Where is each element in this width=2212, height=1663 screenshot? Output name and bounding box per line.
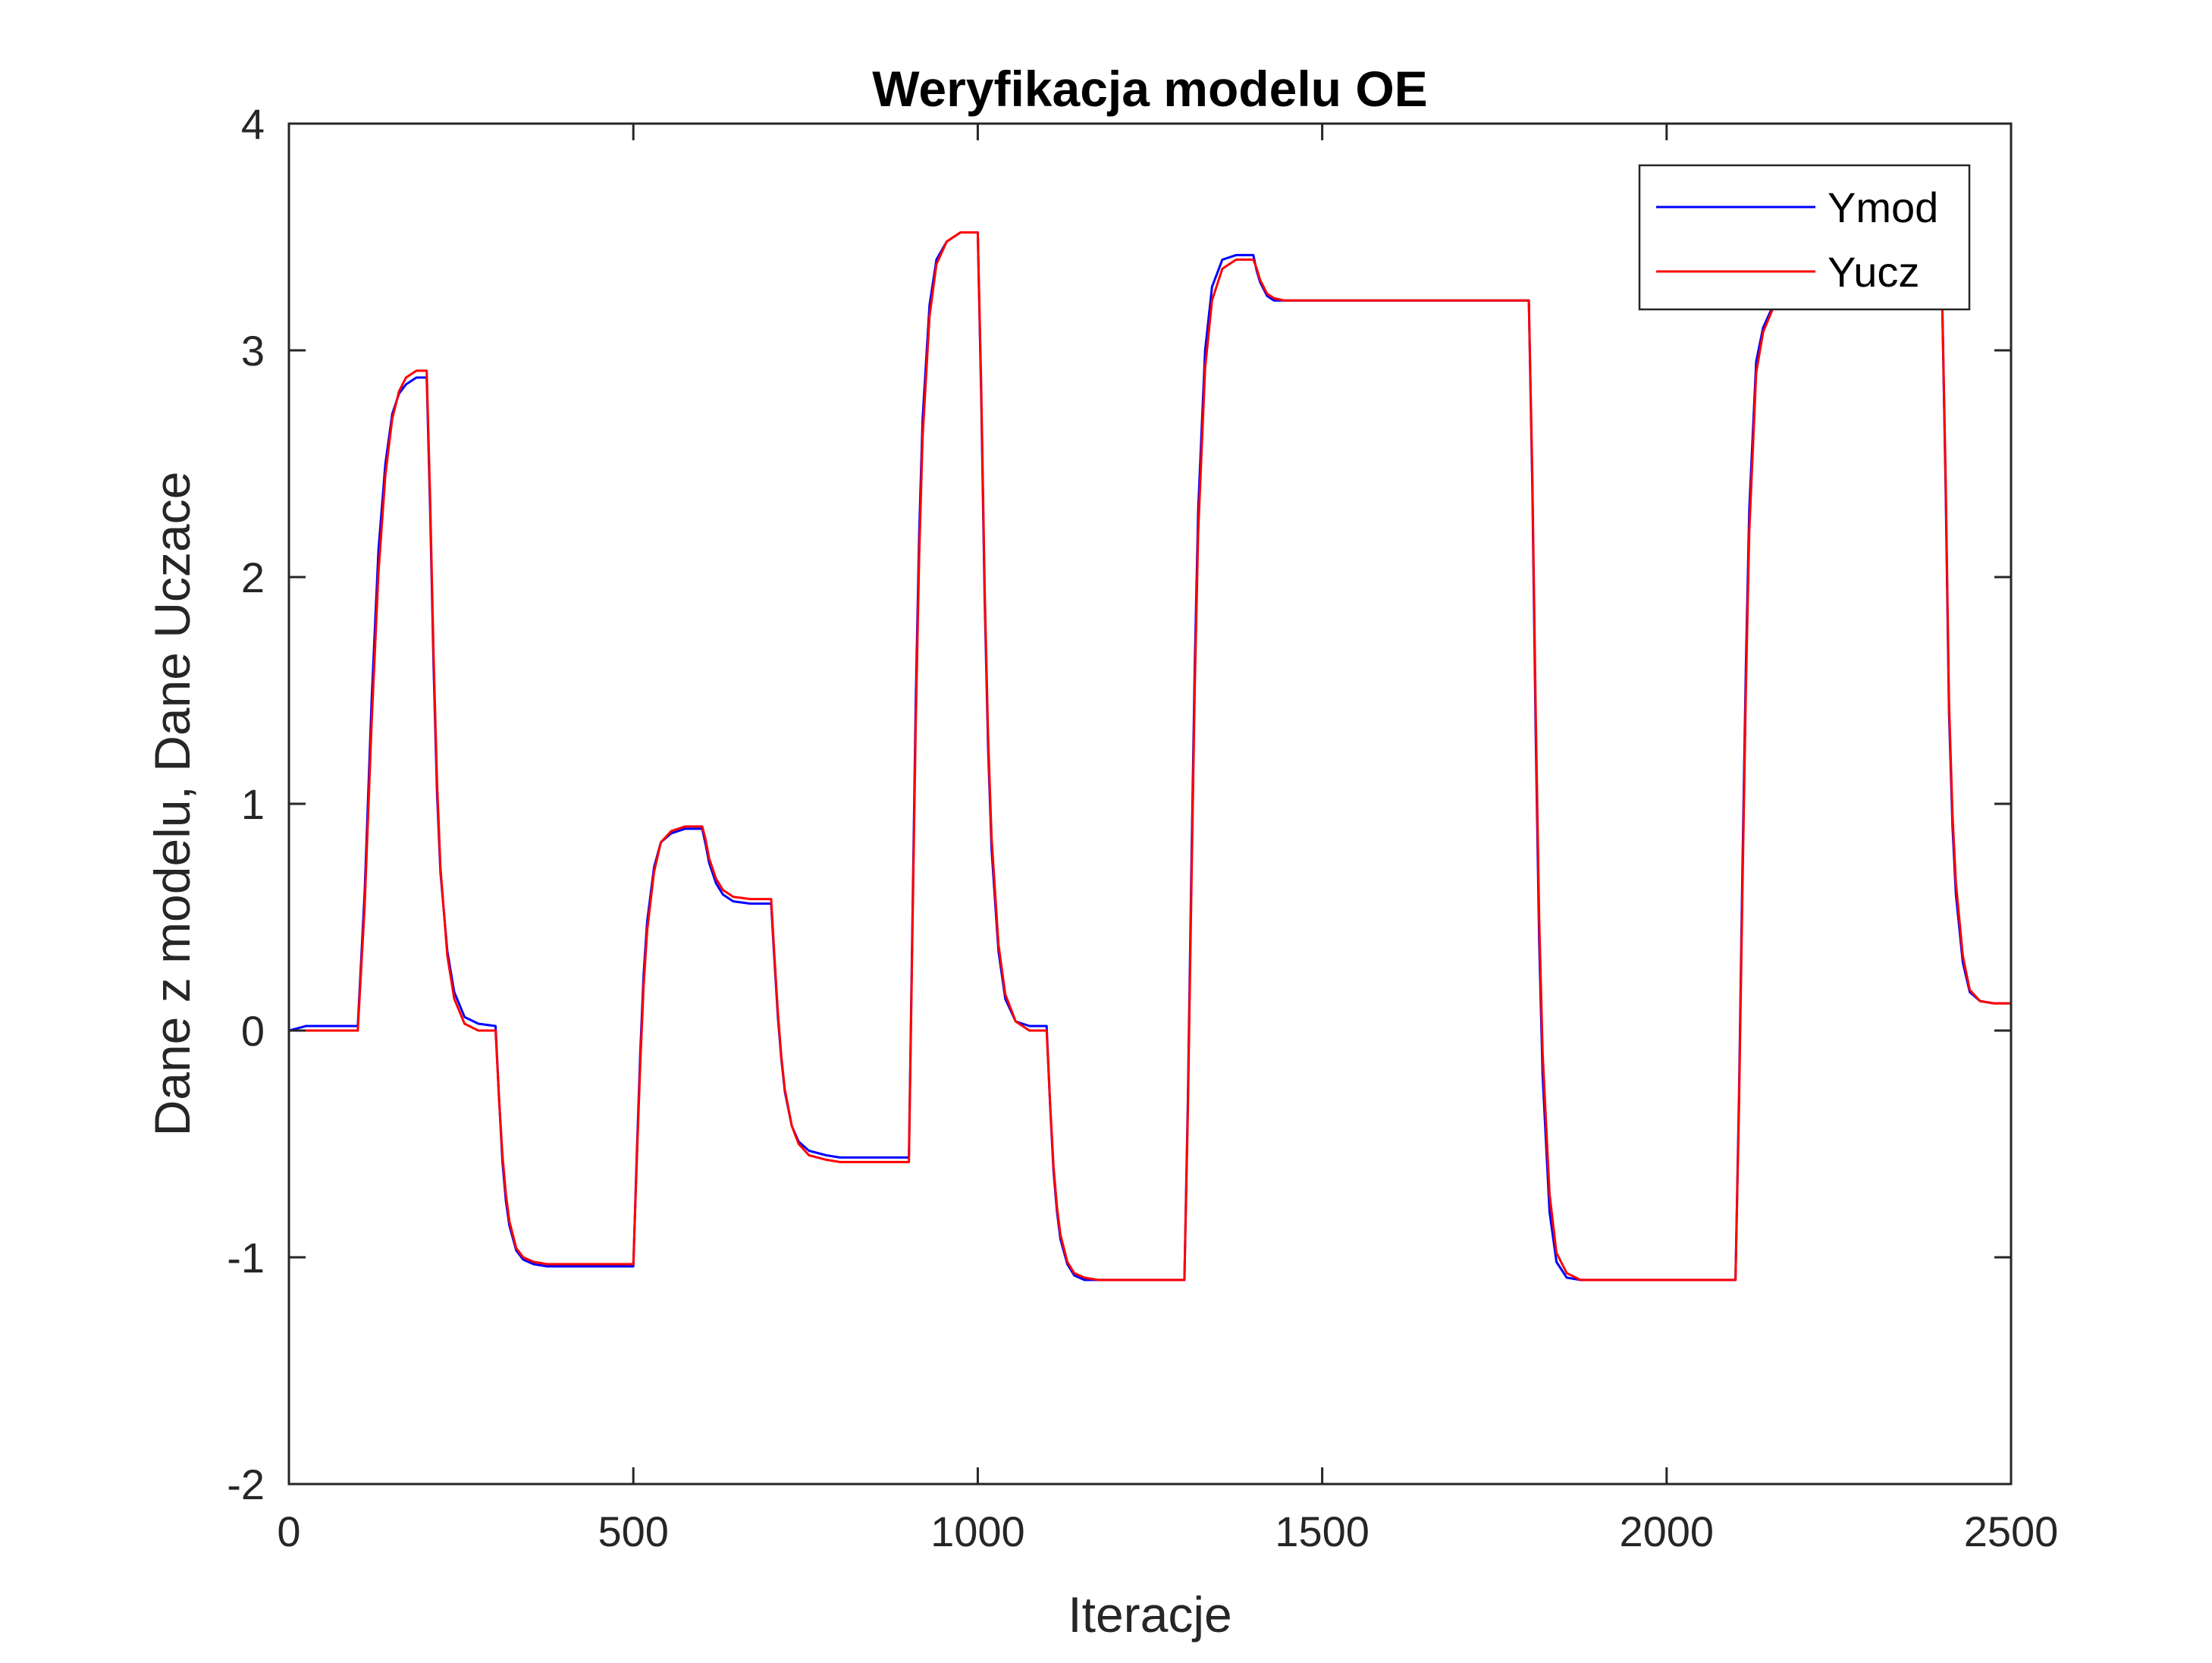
chart-title: Weryfikacja modelu OE — [872, 61, 1427, 117]
legend-label-ymod: Ymod — [1828, 184, 1938, 231]
series-layer — [289, 231, 2011, 1282]
y-tick-label: -2 — [227, 1461, 265, 1508]
x-tick-label: 2500 — [1964, 1508, 2059, 1555]
x-tick-label: 1500 — [1275, 1508, 1370, 1555]
y-tick-label: 1 — [241, 780, 265, 828]
x-tick-label: 1000 — [930, 1508, 1025, 1555]
y-tick-label: 0 — [241, 1007, 265, 1055]
y-axis-label: Dane z modelu, Dane Uczace — [144, 472, 200, 1137]
y-tick-label: 3 — [241, 327, 265, 375]
x-tick-label: 2000 — [1620, 1508, 1715, 1555]
y-tick-label: 4 — [241, 100, 265, 148]
legend-label-yucz: Yucz — [1828, 248, 1919, 296]
x-axis-label: Iteracje — [1068, 1586, 1232, 1643]
plot-area — [289, 124, 2011, 1484]
legend-box — [1638, 164, 1971, 311]
tick-layer: 0 500 1000 1500 2000 2500 -2 -1 0 1 2 3 4 — [227, 100, 2058, 1555]
x-tick-label: 0 — [277, 1508, 300, 1555]
legend: Ymod Yucz — [1638, 164, 1971, 311]
series-line-yucz — [289, 231, 2011, 1282]
y-tick-label: -1 — [227, 1234, 265, 1282]
y-tick-label: 2 — [241, 554, 265, 601]
x-tick-label: 500 — [598, 1508, 668, 1555]
